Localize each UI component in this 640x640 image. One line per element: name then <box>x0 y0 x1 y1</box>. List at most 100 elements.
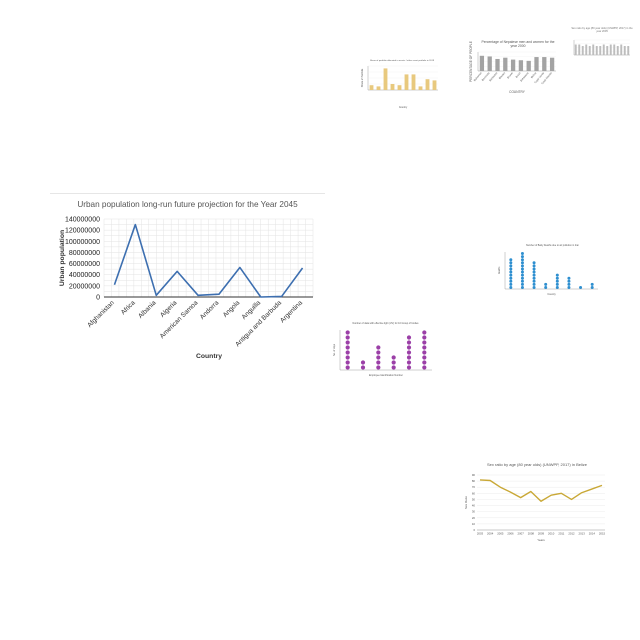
thumb-4-dot <box>509 282 513 286</box>
thumb-4-dot <box>555 282 559 286</box>
thumb-1-title: Share of portfolio allocated in assets /… <box>369 60 435 62</box>
thumb-5-dot <box>422 330 427 335</box>
thumb-4-dot <box>555 285 559 289</box>
thumb-5-dot <box>360 365 366 370</box>
thumb-5-dot <box>406 355 412 360</box>
x-tick-label: Africa <box>120 299 137 316</box>
thumb-5-dot <box>376 355 381 360</box>
thumb-5-dot <box>376 365 381 370</box>
thumb-6-x-tick-label: 2004 <box>487 532 494 536</box>
thumb-5-dot <box>391 365 396 370</box>
x-tick-label: American Samoa <box>159 299 200 340</box>
thumb-4-dot <box>532 282 536 286</box>
thumb-2-bar <box>549 57 555 71</box>
thumb-6-x-tick-label: 2012 <box>568 532 575 536</box>
thumb-6-x-tick-label: 2006 <box>507 532 514 536</box>
thumb-6-y-axis-title: Sex Ratio <box>464 496 468 509</box>
thumb-1-bar <box>369 85 374 90</box>
thumb-3-bar <box>606 46 609 55</box>
thumb-2-x-tick-label: Bahamas <box>473 71 484 83</box>
thumb-5-dot <box>376 360 381 365</box>
thumb-2-bar <box>495 58 500 71</box>
x-tick-label: Albania <box>137 299 158 320</box>
y-tick-label: 60000000 <box>69 261 100 268</box>
thumb-3-bar <box>578 44 581 55</box>
thumb-6-y-tick-label: 40 <box>472 504 476 508</box>
thumb-4-dot <box>555 276 559 280</box>
y-tick-label: 20000000 <box>69 283 100 290</box>
thumb-5-dot <box>406 350 412 355</box>
thumb-2-x-tick-label: Belize <box>530 71 538 79</box>
thumb-5-dot <box>406 345 412 350</box>
thumb-4-dot <box>555 273 559 277</box>
thumb-5-dot <box>345 330 350 335</box>
thumb-5-dot <box>345 365 350 370</box>
thumb-4-dot <box>509 276 513 280</box>
thumb-2-bar <box>510 59 516 71</box>
thumb-3-bar <box>585 44 588 55</box>
thumb-4-dot <box>567 282 571 286</box>
y-tick-label: 0 <box>96 295 100 302</box>
thumb-4-dot <box>509 279 513 283</box>
thumb-6-y-tick-label: 0 <box>473 528 475 532</box>
thumb-6-x-tick-label: 2015 <box>599 532 606 536</box>
thumb-4-dot <box>509 270 513 274</box>
thumb-5-dot <box>422 335 427 340</box>
thumb-5-dot <box>360 360 366 365</box>
thumb-1-bar <box>411 74 416 90</box>
thumb-5-dot <box>406 365 412 370</box>
thumb-1-bar <box>404 74 409 90</box>
thumb-4-x-axis-title: Country <box>547 293 556 296</box>
thumb-3-bar <box>623 46 626 55</box>
thumb-6-x-tick-label: 2007 <box>518 532 525 536</box>
thumb-4-dot <box>520 258 524 262</box>
thumb-3-bar <box>581 46 584 55</box>
thumb-6-x-tick-label: 2009 <box>538 532 545 536</box>
thumb-1-bar <box>418 86 423 90</box>
thumb-4-dot <box>520 270 524 274</box>
thumb-4-dot <box>509 264 513 268</box>
thumb-5-dot <box>376 350 381 355</box>
thumb-5-dot <box>406 340 412 345</box>
x-tick-label: Algeria <box>159 299 179 319</box>
thumb-5-dot <box>422 350 427 355</box>
series-line <box>113 223 304 298</box>
thumb-5-dot <box>345 335 350 340</box>
thumb-6-x-tick-label: 2011 <box>558 532 564 536</box>
thumb-2-y-axis-title: PERCENTAGE OF PEOPLE <box>469 41 473 82</box>
thumb-4-dot <box>520 264 524 268</box>
thumb-2-bar <box>479 55 485 71</box>
thumb-4-dot <box>532 285 536 289</box>
thumb-5-dot <box>345 350 350 355</box>
thumb-3-title: Sex ratio by age (80 year olds) (UNWPP, … <box>571 27 633 33</box>
thumb-6-y-tick-label: 20 <box>472 516 476 520</box>
thumb-4-dot <box>509 273 513 277</box>
y-tick-label: 120000000 <box>65 228 100 235</box>
thumb-6-x-tick-label: 2008 <box>528 532 535 536</box>
thumb-4-dot <box>520 261 524 265</box>
thumb-4-dot <box>567 276 571 280</box>
y-tick-label: 40000000 <box>69 272 100 279</box>
thumb-4-dot <box>544 285 548 289</box>
thumb-4-dot <box>520 252 524 256</box>
thumb-6-x-tick-label: 2014 <box>589 532 596 536</box>
thumb-6-y-tick-label: 50 <box>472 497 476 501</box>
thumb-5-dot <box>391 355 396 360</box>
thumb-6-x-tick-label: 2005 <box>497 532 504 536</box>
thumb-5-dot <box>345 345 350 350</box>
thumb-1-bar <box>425 79 430 90</box>
thumb-5-dot <box>345 340 350 345</box>
thumb-4-dot <box>579 285 583 289</box>
thumb-3-bar <box>620 44 623 55</box>
thumb-4-y-axis-title: Deaths <box>498 266 501 274</box>
thumb-3-bar <box>595 46 598 55</box>
thumb-4-dot <box>520 276 524 280</box>
y-tick-label: 140000000 <box>65 217 100 224</box>
thumb-2-x-tick-label: Botswana <box>519 71 530 83</box>
thumb-3-bar <box>602 44 605 55</box>
thumb-3-bar <box>609 44 612 55</box>
thumb-5-title: Number of data with effective light (UV)… <box>352 322 419 325</box>
thumb-2-x-tick-label: Barbados <box>488 71 499 83</box>
thumb-5-dot <box>345 355 350 360</box>
